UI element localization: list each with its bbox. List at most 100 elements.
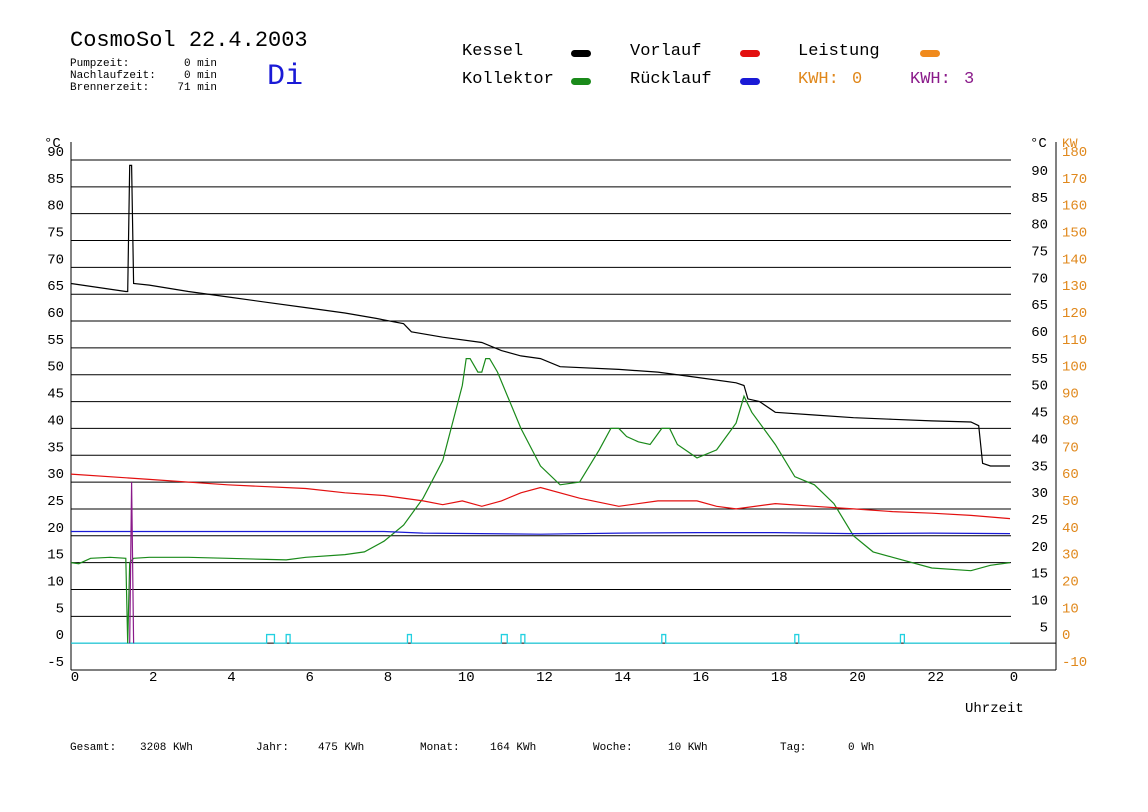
weekday-label: Di <box>267 60 304 94</box>
legend-swatch <box>740 78 760 85</box>
y-tick-label-right: 60 <box>1031 325 1048 341</box>
x-tick-label: 6 <box>306 670 314 686</box>
series-line-kessel <box>70 164 1010 467</box>
footer-value: 475 KWh <box>318 742 365 754</box>
y-tick-label: 45 <box>47 387 64 403</box>
legend-label: Rücklauf <box>630 70 712 89</box>
kw-tick-label: 30 <box>1062 548 1079 564</box>
y-tick-label-right: 80 <box>1031 218 1048 234</box>
y-tick-label-right: 70 <box>1031 271 1048 287</box>
footer-value: 3208 KWh <box>140 742 193 754</box>
kwh-value: 3 <box>964 70 975 89</box>
footer-value: 0 Wh <box>848 742 875 754</box>
x-tick-label: 22 <box>927 670 944 686</box>
series-line-rücklauf <box>71 530 1011 535</box>
x-tick-label: 4 <box>227 670 235 686</box>
kw-tick-label: 180 <box>1062 145 1087 161</box>
legend-swatch <box>571 78 591 85</box>
kw-tick-label: 20 <box>1062 574 1079 590</box>
y-tick-label-right: 55 <box>1031 352 1048 368</box>
kw-tick-label: 10 <box>1062 601 1079 617</box>
y-tick-label: 10 <box>47 574 64 590</box>
x-tick-label: 14 <box>614 670 631 686</box>
series-line-vorlauf <box>70 473 1011 520</box>
page-title: CosmoSol 22.4.2003 <box>70 28 308 53</box>
x-tick-label: 20 <box>849 670 866 686</box>
y-tick-label-right: 40 <box>1031 432 1048 448</box>
kw-tick-label: 170 <box>1062 172 1087 188</box>
kw-tick-label: 140 <box>1062 252 1087 268</box>
legend-swatch <box>571 50 591 57</box>
kw-tick-label: 100 <box>1062 360 1087 376</box>
y-axis-label-right: °C <box>1030 136 1047 152</box>
kw-tick-label: -10 <box>1062 655 1087 671</box>
y-tick-label: 0 <box>56 628 64 644</box>
info-label: Brennerzeit: <box>70 82 150 94</box>
y-tick-label-right: 75 <box>1031 245 1048 261</box>
x-tick-label: 0 <box>1010 670 1018 686</box>
y-tick-label-right: 50 <box>1031 379 1048 395</box>
info-value: 0 min <box>183 58 217 70</box>
x-tick-label: 18 <box>771 670 788 686</box>
series-line-kollektor <box>70 358 1011 644</box>
y-tick-label-right: 65 <box>1031 298 1048 314</box>
x-axis-label: Uhrzeit <box>965 701 1024 717</box>
y-tick-label: 75 <box>47 226 64 242</box>
y-tick-label: 85 <box>47 172 64 188</box>
footer-label: Tag: <box>780 742 807 754</box>
y-tick-label: 40 <box>47 413 64 429</box>
y-tick-label: 50 <box>47 360 64 376</box>
kw-tick-label: 120 <box>1062 306 1087 322</box>
footer-label: Jahr: <box>256 742 290 754</box>
pump-signal-line <box>71 633 1010 644</box>
y-axis-label-left: °C <box>44 136 61 152</box>
kw-tick-label: 80 <box>1062 413 1079 429</box>
y-tick-label: 15 <box>47 548 64 564</box>
legend-label: Kessel <box>462 42 524 61</box>
x-tick-label: 2 <box>149 670 157 686</box>
y-tick-label-right: 10 <box>1031 593 1048 609</box>
footer-label: Woche: <box>593 742 633 754</box>
kw-tick-label: 50 <box>1062 494 1079 510</box>
legend-swatch <box>740 50 760 57</box>
kwh-label: KWH: <box>910 70 951 89</box>
kw-tick-label: 150 <box>1062 226 1087 242</box>
kw-tick-label: 0 <box>1062 628 1070 644</box>
x-tick-label: 0 <box>71 670 79 686</box>
y-tick-label: 35 <box>47 440 64 456</box>
footer-value: 164 KWh <box>490 742 537 754</box>
info-label: Pumpzeit: <box>70 58 130 70</box>
y-tick-label-right: 85 <box>1031 191 1048 207</box>
y-tick-label-right: 90 <box>1031 164 1048 180</box>
kw-tick-label: 40 <box>1062 521 1079 537</box>
y-tick-label-right: 25 <box>1031 513 1048 529</box>
kw-axis-label: KW <box>1062 136 1078 151</box>
y-tick-label: 65 <box>47 279 64 295</box>
y-tick-label: 30 <box>47 467 64 483</box>
kw-tick-label: 110 <box>1062 333 1087 349</box>
x-tick-label: 12 <box>536 670 553 686</box>
kwh-value: 0 <box>852 70 863 89</box>
kwh-label: KWH: <box>798 70 839 89</box>
legend-label: Vorlauf <box>630 42 702 61</box>
y-tick-label-right: 45 <box>1031 406 1048 422</box>
y-tick-label-right: 15 <box>1031 567 1048 583</box>
footer-value: 10 KWh <box>668 742 708 754</box>
legend-label: Leistung <box>798 42 880 61</box>
y-tick-label: 20 <box>47 521 64 537</box>
legend-swatch <box>920 50 940 57</box>
footer-label: Monat: <box>420 742 460 754</box>
x-tick-label: 16 <box>693 670 710 686</box>
kw-tick-label: 60 <box>1062 467 1079 483</box>
y-tick-label: 90 <box>47 145 64 161</box>
y-tick-label-right: 35 <box>1031 459 1048 475</box>
x-tick-label: 8 <box>384 670 392 686</box>
kw-tick-label: 130 <box>1062 279 1087 295</box>
info-label: Nachlaufzeit: <box>70 70 156 82</box>
footer-label: Gesamt: <box>70 742 117 754</box>
kw-tick-label: 70 <box>1062 440 1079 456</box>
y-tick-label-right: 30 <box>1031 486 1048 502</box>
y-tick-label-right: 20 <box>1031 540 1048 556</box>
info-value: 71 min <box>177 82 217 94</box>
